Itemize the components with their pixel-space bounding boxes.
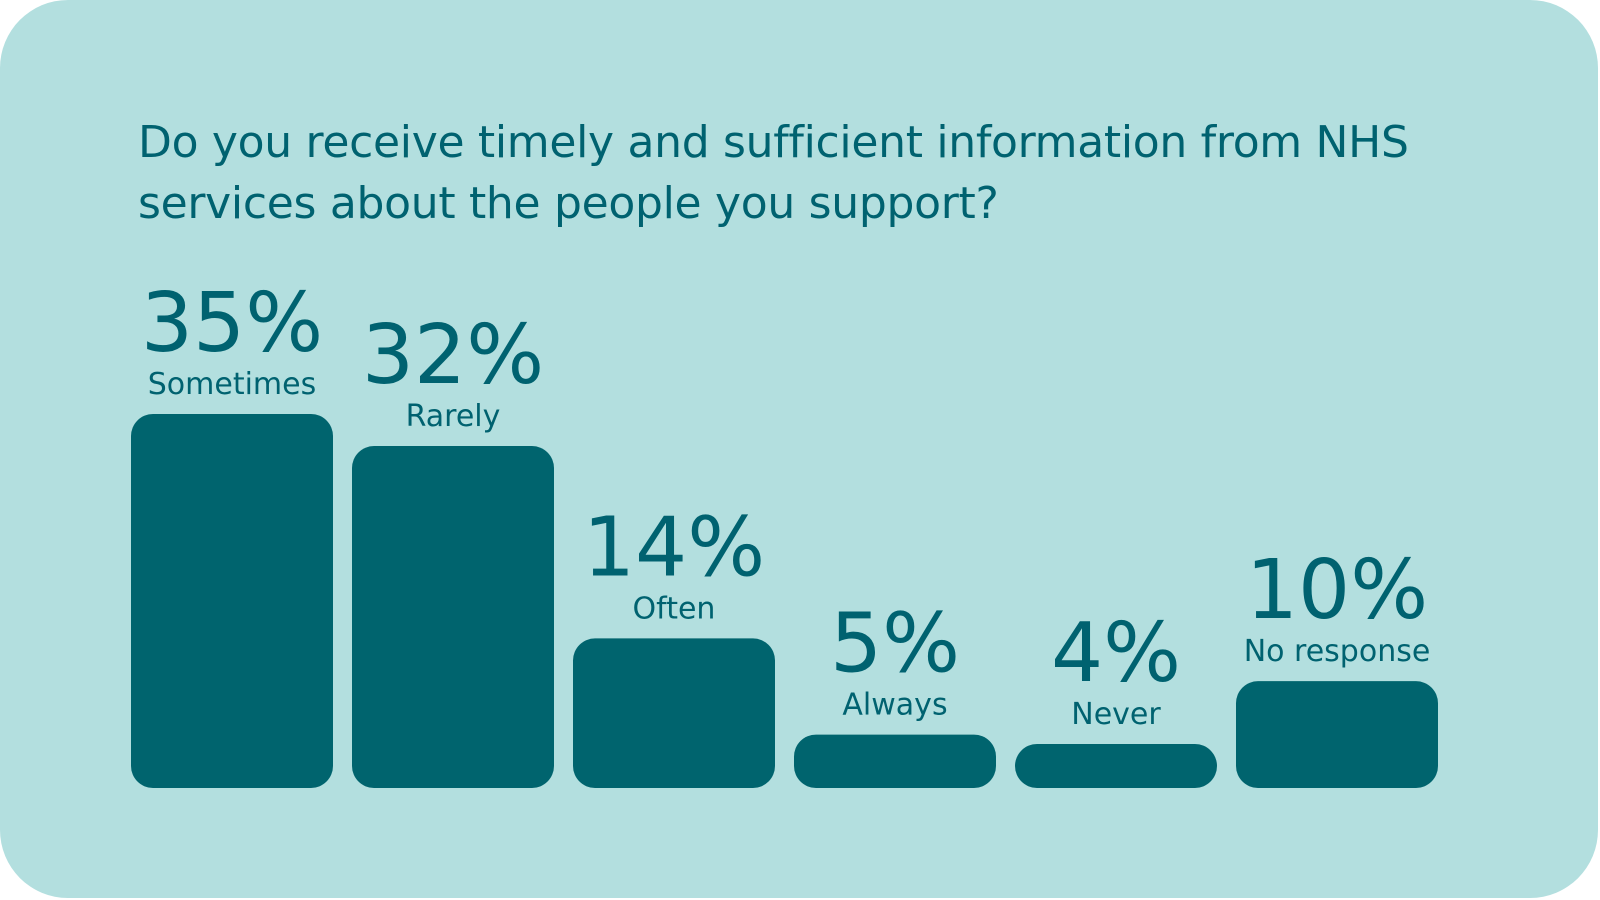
bar-rarely (352, 446, 554, 788)
bar-no-response (1236, 681, 1438, 788)
value-label: 5% (830, 597, 960, 692)
value-label: 10% (1246, 543, 1428, 638)
bar-sometimes (131, 414, 333, 788)
chart-title: Do you receive timely and sufficient inf… (138, 117, 1409, 229)
value-label: 35% (141, 276, 323, 371)
value-label: 32% (362, 308, 544, 403)
category-label: Often (633, 591, 716, 626)
category-label: No response (1244, 634, 1431, 669)
category-label: Never (1071, 697, 1161, 732)
bar-always (794, 734, 996, 788)
category-label: Sometimes (148, 367, 317, 402)
value-label: 14% (583, 500, 765, 595)
category-label: Rarely (406, 399, 501, 434)
bar-often (573, 638, 775, 788)
bar-never (1015, 744, 1217, 788)
category-label: Always (842, 688, 947, 723)
value-label: 4% (1051, 606, 1181, 701)
